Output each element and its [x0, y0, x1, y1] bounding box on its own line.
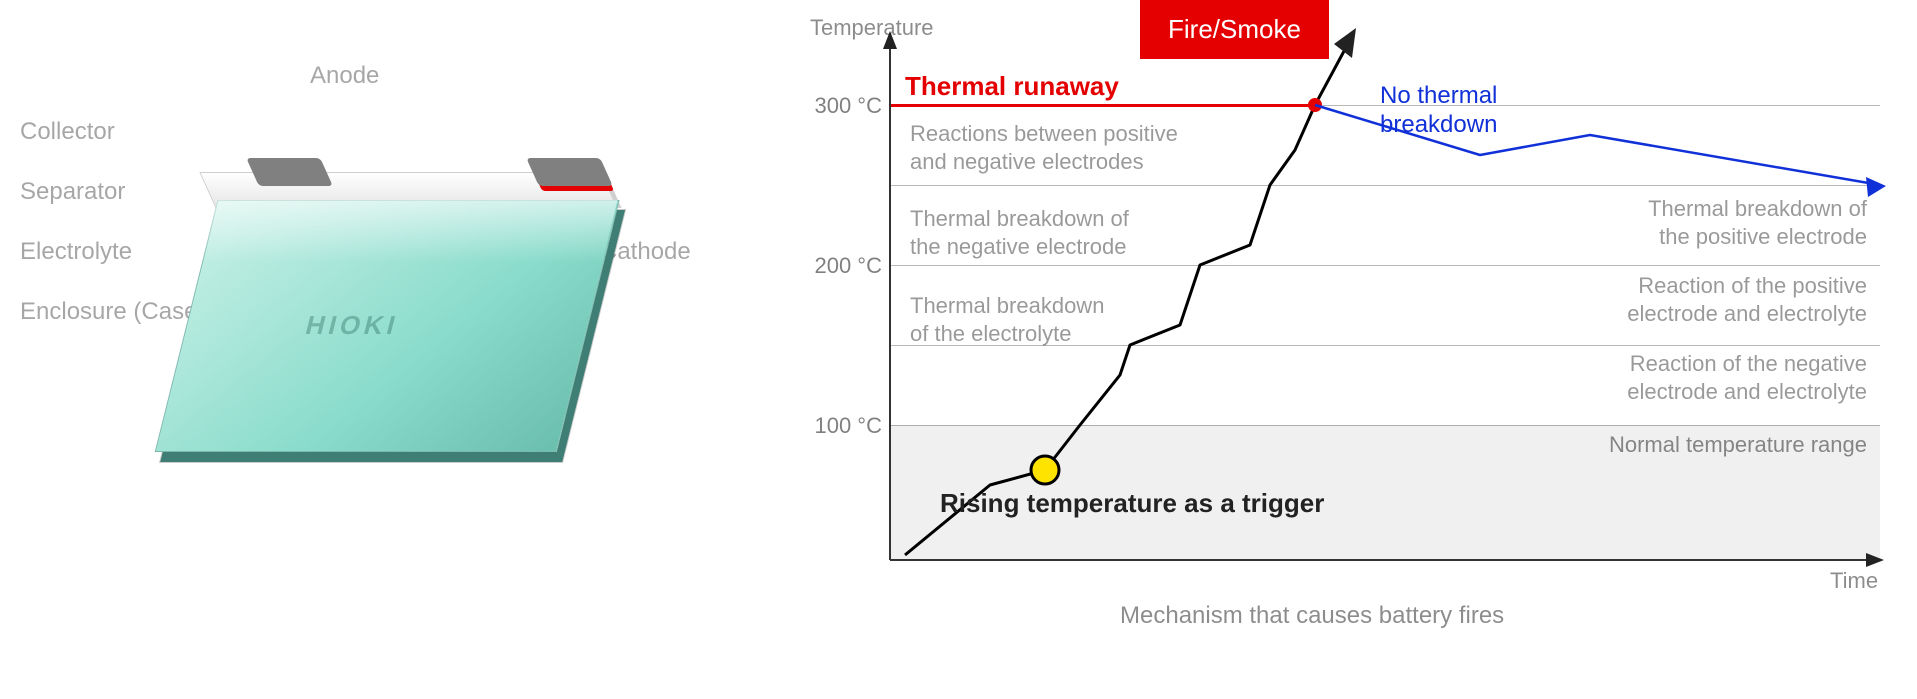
thermal-runaway-chart: Temperature Time 300 °C 200 °C 100 °C Th…	[820, 0, 1917, 699]
terminal-anode	[246, 158, 333, 186]
brand-text: HIOKI	[302, 310, 402, 341]
band-right-1: Reaction of the positiveelectrode and el…	[1627, 272, 1867, 327]
label-enclosure: Enclosure (Case)	[20, 298, 205, 326]
x-axis-label: Time	[1830, 568, 1878, 594]
terminal-cathode	[526, 158, 613, 186]
label-separator: Separator	[20, 178, 125, 206]
no-thermal-breakdown-label: No thermalbreakdown	[1380, 82, 1497, 140]
battery-cell: HIOKI	[145, 130, 665, 490]
label-collector: Collector	[20, 118, 115, 146]
fire-smoke-badge: Fire/Smoke	[1140, 0, 1329, 59]
trigger-label: Rising temperature as a trigger	[940, 488, 1324, 519]
band-left-1: Thermal breakdown ofthe negative electro…	[910, 205, 1129, 260]
normal-range-label: Normal temperature range	[1609, 432, 1867, 458]
label-anode: Anode	[310, 62, 379, 90]
y-axis-label: Temperature	[810, 15, 934, 41]
battery-diagram: Anode Collector Separator Electrolyte En…	[0, 0, 760, 570]
ytick-100: 100 °C	[802, 413, 882, 439]
chart-caption: Mechanism that causes battery fires	[1120, 602, 1504, 630]
thermal-runaway-label: Thermal runaway	[905, 71, 1119, 102]
ytick-200: 200 °C	[802, 253, 882, 279]
band-right-2: Reaction of the negativeelectrode and el…	[1627, 350, 1867, 405]
label-electrolyte: Electrolyte	[20, 238, 132, 266]
ytick-300: 300 °C	[802, 93, 882, 119]
band-right-0: Thermal breakdown ofthe positive electro…	[1648, 195, 1867, 250]
band-left-0: Reactions between positiveand negative e…	[910, 120, 1178, 175]
band-left-2: Thermal breakdownof the electrolyte	[910, 292, 1104, 347]
